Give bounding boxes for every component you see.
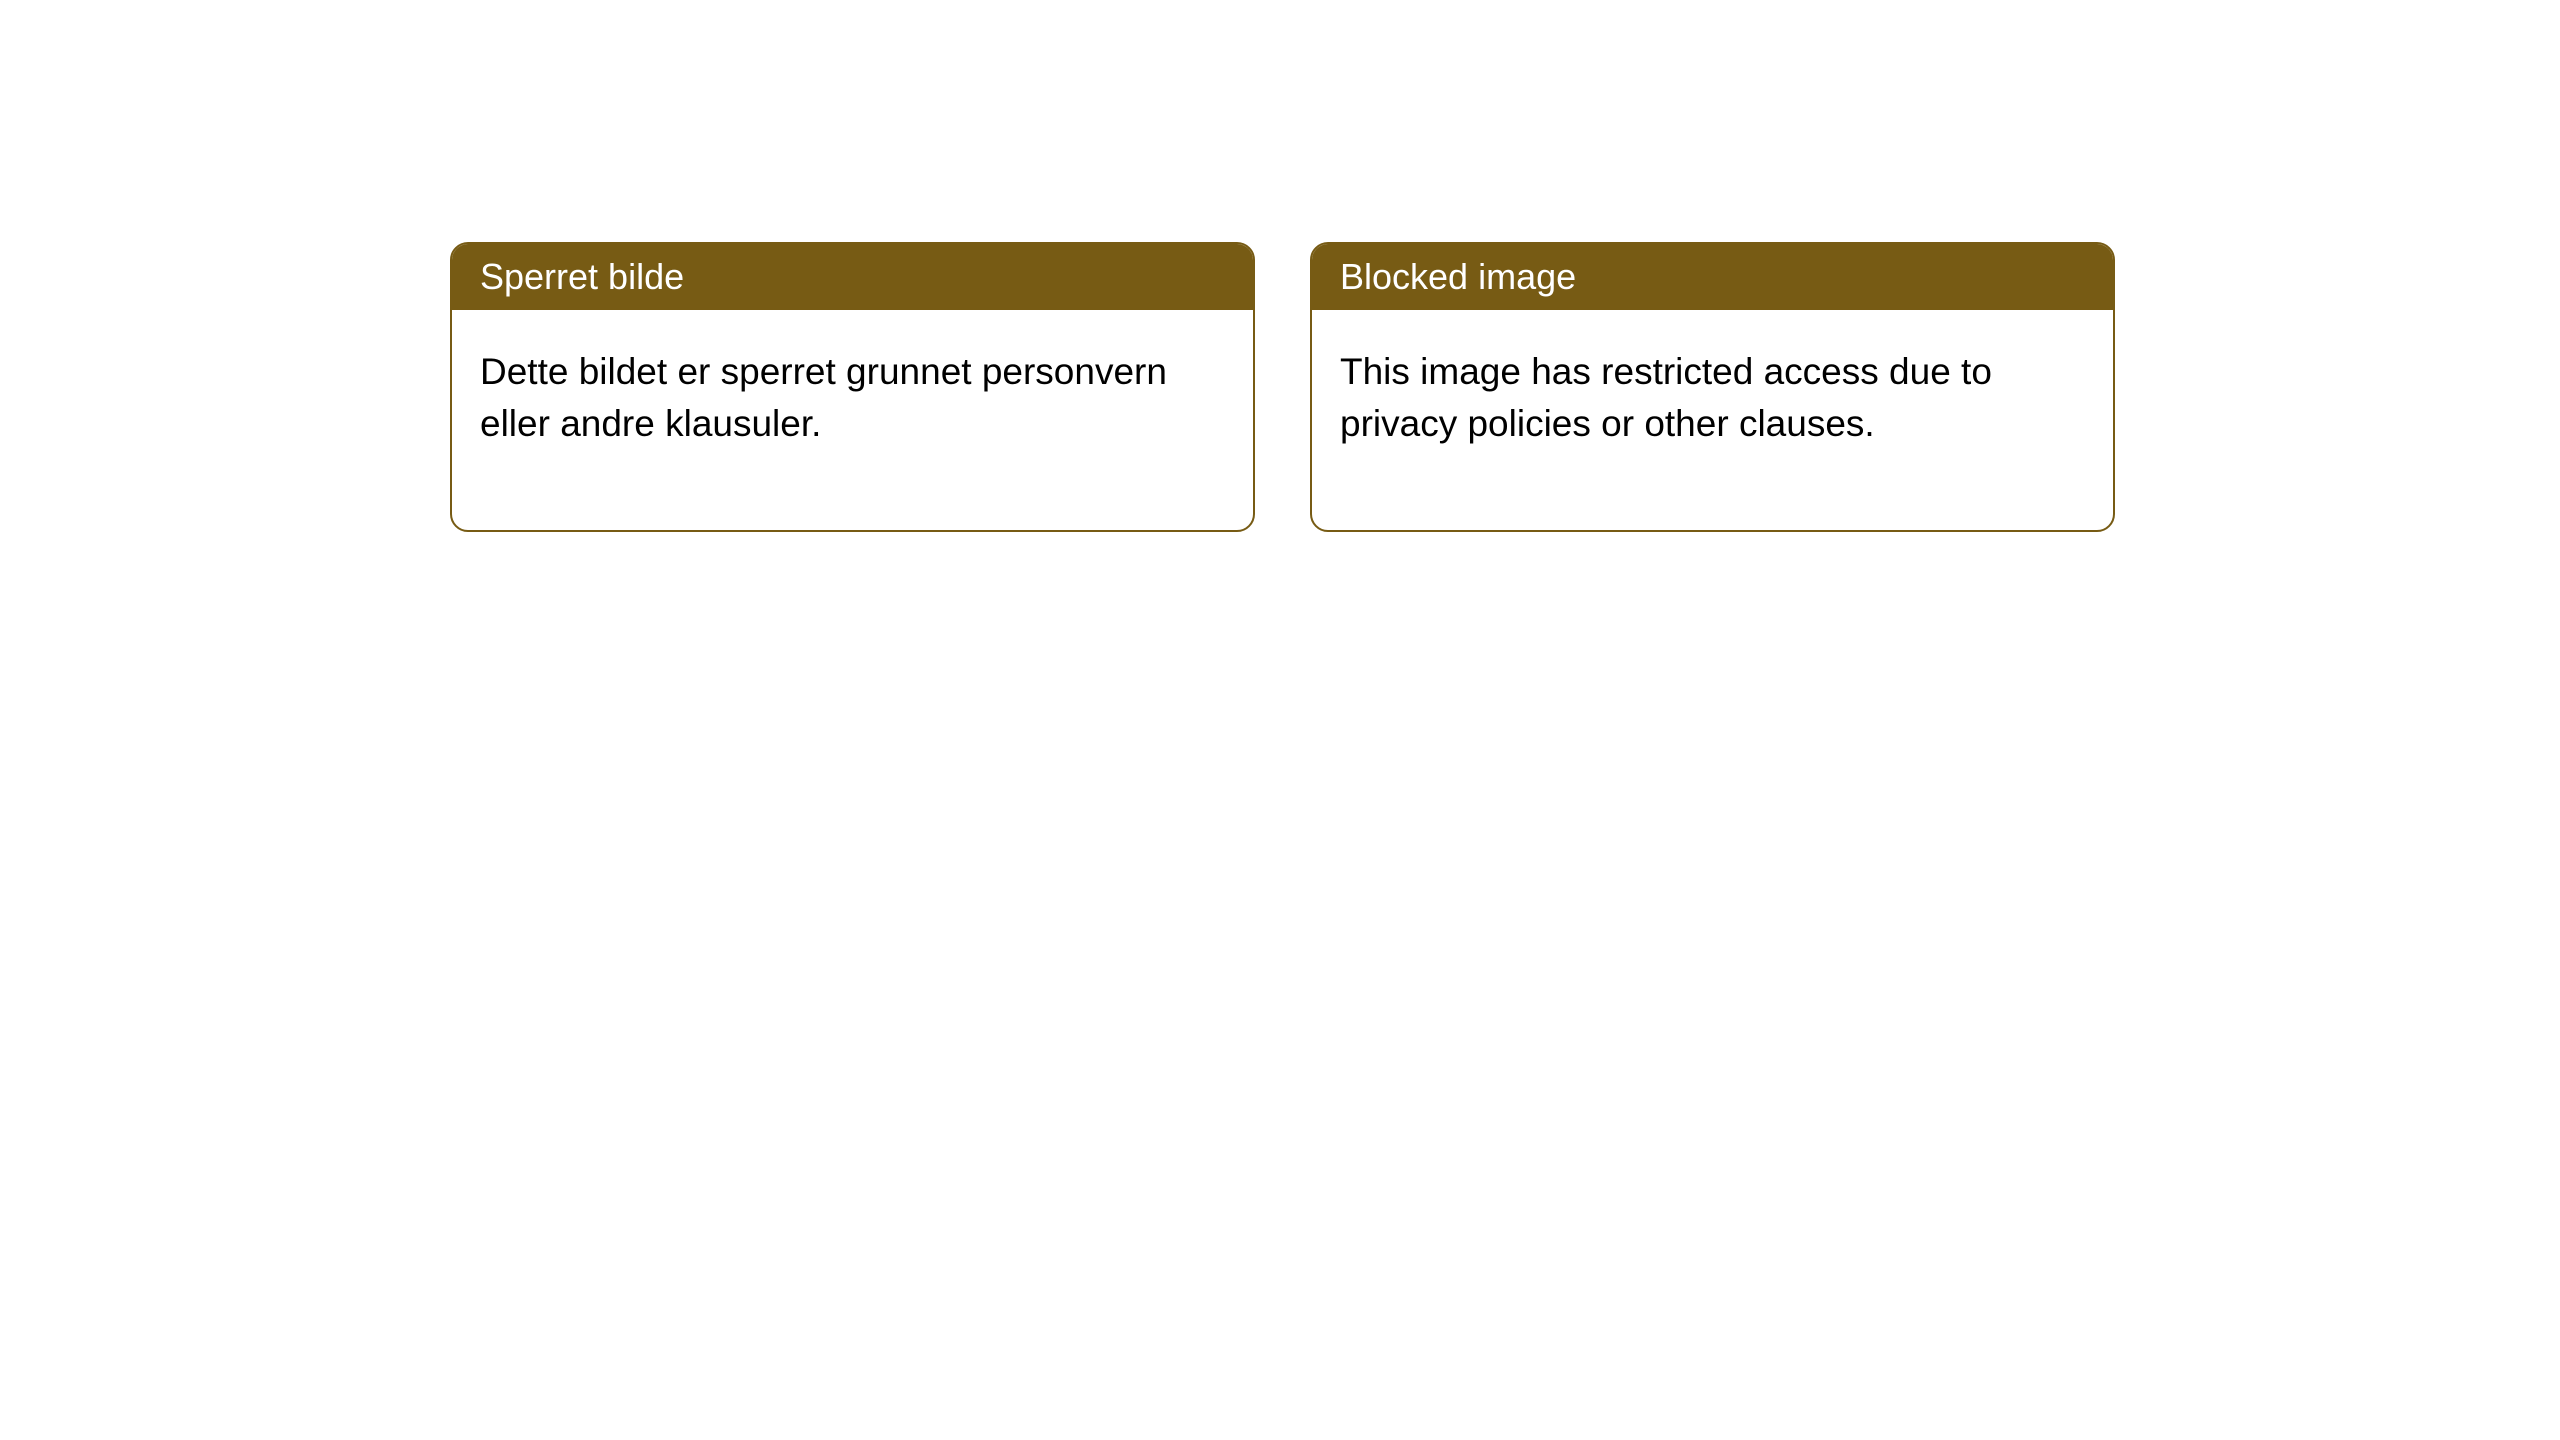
panel-header-no: Sperret bilde [452, 244, 1253, 310]
panel-body-no: Dette bildet er sperret grunnet personve… [452, 310, 1253, 530]
notice-container: Sperret bilde Dette bildet er sperret gr… [0, 0, 2560, 532]
blocked-image-panel-en: Blocked image This image has restricted … [1310, 242, 2115, 532]
blocked-image-panel-no: Sperret bilde Dette bildet er sperret gr… [450, 242, 1255, 532]
panel-body-en: This image has restricted access due to … [1312, 310, 2113, 530]
panel-header-en: Blocked image [1312, 244, 2113, 310]
